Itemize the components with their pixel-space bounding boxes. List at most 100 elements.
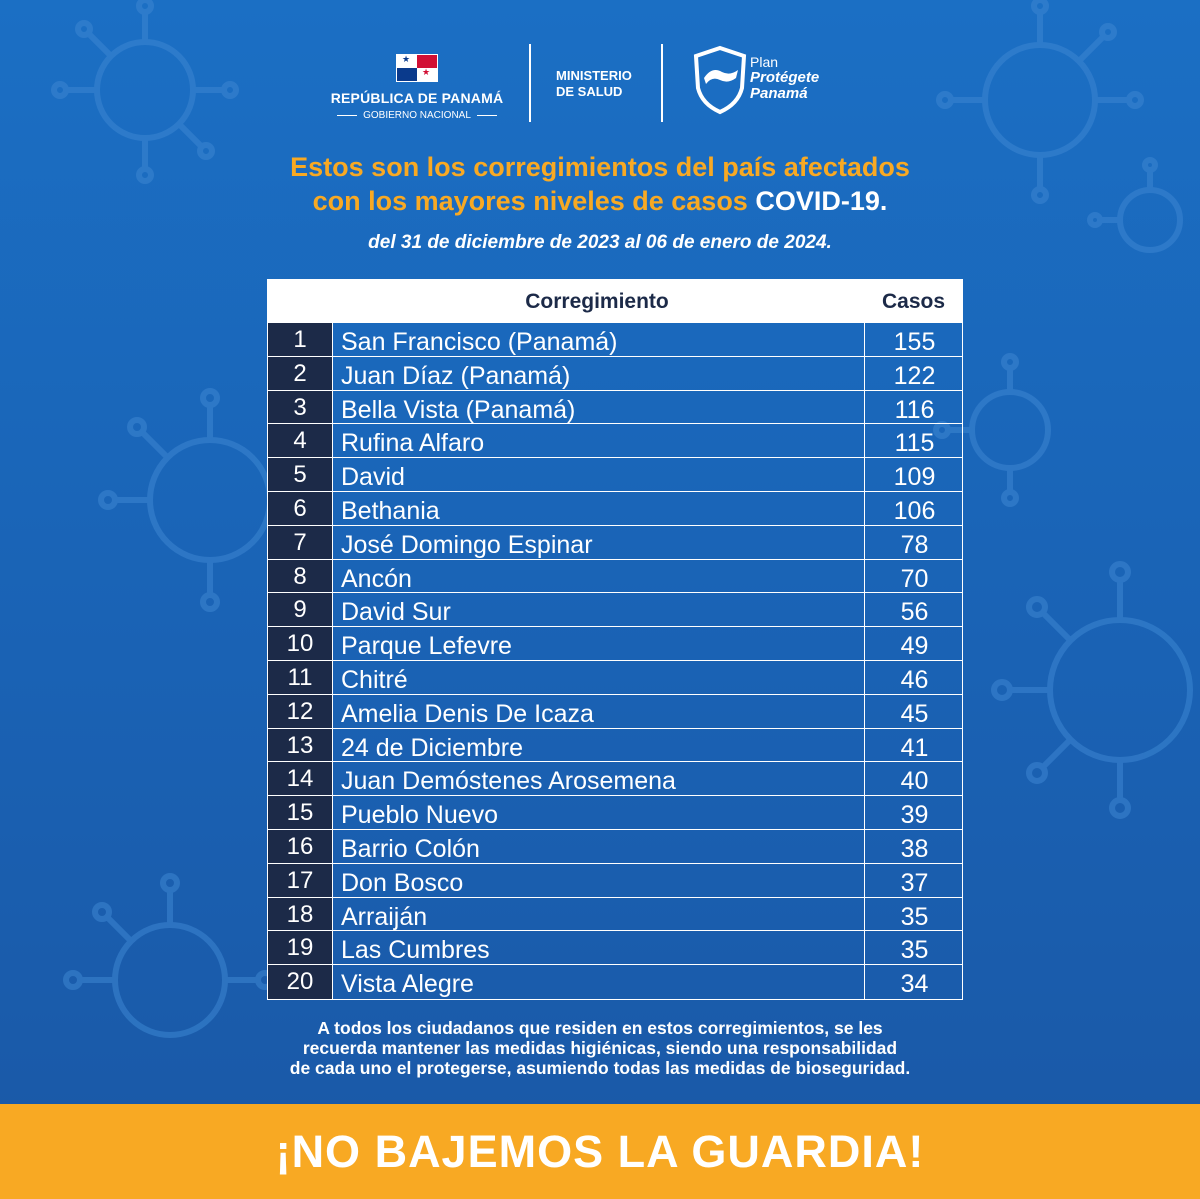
table-row: 1 San Francisco (Panamá) 155	[268, 323, 962, 357]
row-place: Vista Alegre	[341, 970, 474, 999]
table-row: 7 José Domingo Espinar 78	[268, 525, 962, 560]
headline: Estos son los corregimientos del país af…	[290, 152, 910, 216]
row-place: David	[341, 463, 405, 492]
row-place: Bethania	[341, 496, 440, 525]
row-place: Rufina Alfaro	[341, 429, 485, 458]
table-row: 8 Ancón 70	[268, 559, 962, 594]
row-rank: 15	[268, 796, 332, 829]
row-cases: 122	[893, 361, 936, 390]
row-rank: 6	[268, 491, 332, 525]
row-cases: 106	[893, 496, 936, 525]
row-place: David Sur	[341, 598, 451, 627]
row-rank: 1	[268, 323, 332, 356]
row-rank: 17	[268, 863, 332, 897]
row-cases: 115	[894, 429, 935, 458]
table-row: 19 Las Cumbres 35	[268, 931, 962, 966]
date-range: del 31 de diciembre de 2023 al 06 de ene…	[368, 232, 832, 253]
table-row: 16 Barrio Colón 38	[268, 829, 962, 864]
row-place: 24 de Diciembre	[341, 733, 524, 762]
row-cases: 116	[894, 395, 935, 424]
row-place: Juan Demóstenes Arosemena	[341, 767, 676, 796]
republic-name: REPÚBLICA DE PANAMÁ	[330, 90, 504, 106]
row-rank: 18	[268, 897, 332, 931]
row-place: Amelia Denis De Icaza	[341, 699, 594, 728]
row-cases: 45	[900, 699, 929, 728]
government-label: GOBIERNO NACIONAL	[322, 110, 512, 121]
table-row: 18 Arraiján 35	[268, 897, 962, 932]
row-cases: 49	[900, 632, 929, 661]
row-cases: 35	[900, 936, 929, 965]
row-cases: 35	[900, 902, 929, 931]
row-cases: 78	[900, 530, 929, 559]
row-place: Barrio Colón	[341, 834, 480, 863]
row-cases: 155	[893, 328, 936, 356]
row-cases: 41	[900, 733, 929, 762]
row-place: Juan Díaz (Panamá)	[341, 361, 571, 390]
row-rank: 16	[268, 829, 332, 863]
column-header-place: Corregimiento	[525, 290, 669, 313]
advisory-text: A todos los ciudadanos que residen en es…	[289, 1018, 911, 1078]
table-row: 9 David Sur 56	[268, 593, 962, 628]
row-rank: 19	[268, 931, 332, 965]
plan-name-line2: Panamá	[750, 85, 808, 102]
table-row: 10 Parque Lefevre 49	[268, 627, 962, 661]
logo-divider	[529, 44, 531, 122]
row-rank: 4	[268, 424, 332, 458]
row-cases: 109	[893, 463, 936, 492]
panama-flag-icon	[396, 54, 438, 82]
row-place: San Francisco (Panamá)	[341, 328, 618, 356]
row-place: Parque Lefevre	[341, 632, 512, 661]
table-row: 13 24 de Diciembre 41	[268, 728, 962, 763]
table-row: 12 Amelia Denis De Icaza 45	[268, 694, 962, 729]
row-rank: 3	[268, 390, 332, 424]
column-header-cases: Casos	[881, 290, 946, 313]
row-place: Pueblo Nuevo	[341, 801, 499, 830]
row-place: Las Cumbres	[341, 936, 490, 965]
row-place: Bella Vista (Panamá)	[341, 395, 576, 424]
row-cases: 39	[900, 801, 929, 830]
row-cases: 34	[900, 970, 929, 999]
row-place: Arraiján	[341, 902, 428, 931]
logo-divider	[661, 44, 663, 122]
row-rank: 14	[268, 762, 332, 796]
table-header: Corregimiento Casos	[267, 279, 963, 323]
row-rank: 5	[268, 458, 332, 491]
table-row: 3 Bella Vista (Panamá) 116	[268, 390, 962, 425]
row-place: José Domingo Espinar	[341, 530, 593, 559]
row-rank: 2	[268, 356, 332, 390]
row-place: Chitré	[341, 665, 408, 694]
table-row: 6 Bethania 106	[268, 491, 962, 526]
row-cases: 37	[900, 868, 929, 897]
table-row: 11 Chitré 46	[268, 660, 962, 695]
table-row: 5 David 109	[268, 458, 962, 492]
table-row: 20 Vista Alegre 34	[268, 965, 962, 999]
row-rank: 9	[268, 593, 332, 627]
row-rank: 20	[268, 965, 332, 999]
table-body: 1 San Francisco (Panamá) 155 2 Juan Díaz (Pa…	[267, 323, 963, 1000]
row-rank: 8	[268, 559, 332, 593]
row-place: Ancón	[341, 564, 412, 593]
republic-logo: REPÚBLICA DE PANAMÁ GOBIERNO NACIONAL	[322, 54, 512, 121]
row-place: Don Bosco	[341, 868, 464, 897]
plan-label: Plan	[750, 54, 779, 70]
slogan-banner: ¡NO BAJEMOS LA GUARDIA!	[0, 1104, 1200, 1199]
row-cases: 70	[900, 564, 929, 593]
ministry-logo: MINISTERIO DE SALUD	[556, 68, 632, 99]
table-row: 17 Don Bosco 37	[268, 863, 962, 898]
row-rank: 12	[268, 694, 332, 728]
plan-name-line1: Protégete	[750, 69, 820, 86]
covid-highlight: COVID-19.	[755, 186, 888, 216]
shield-icon	[693, 45, 747, 115]
row-cases: 46	[900, 665, 929, 694]
row-cases: 56	[900, 598, 929, 627]
table-row: 15 Pueblo Nuevo 39	[268, 796, 962, 830]
header-logos: REPÚBLICA DE PANAMÁ GOBIERNO NACIONAL MI…	[0, 40, 1200, 126]
row-rank: 10	[268, 627, 332, 660]
table-row: 14 Juan Demóstenes Arosemena 40	[268, 762, 962, 797]
row-rank: 13	[268, 728, 332, 762]
row-rank: 11	[268, 660, 332, 694]
row-cases: 38	[900, 834, 929, 863]
row-rank: 7	[268, 525, 332, 559]
